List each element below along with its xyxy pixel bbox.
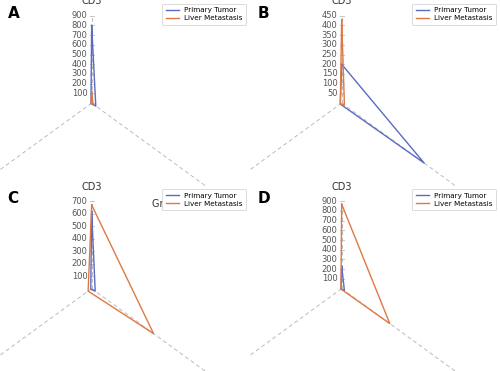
Text: 300: 300 [72,69,88,78]
Text: 600: 600 [72,209,88,218]
Text: 800: 800 [322,206,338,216]
Text: 200: 200 [322,60,338,69]
Text: 200: 200 [72,259,88,268]
Text: B: B [258,6,269,20]
Text: 250: 250 [322,50,338,59]
Text: 700: 700 [72,31,88,40]
Text: 900: 900 [72,11,88,20]
Text: 800: 800 [72,21,88,30]
Text: 500: 500 [72,50,88,59]
Text: 200: 200 [322,265,338,274]
Text: 100: 100 [322,275,338,283]
Text: 300: 300 [322,255,338,264]
Text: 400: 400 [72,234,88,243]
Text: Granzyme B: Granzyme B [152,199,212,209]
Text: 300: 300 [72,247,88,256]
Text: 100: 100 [72,89,88,98]
Text: 700: 700 [322,216,338,225]
Text: 200: 200 [72,79,88,88]
Text: 500: 500 [72,222,88,231]
Text: 500: 500 [322,236,338,244]
Text: 900: 900 [322,197,338,206]
Text: 50: 50 [327,89,338,98]
Text: C: C [8,191,18,206]
Text: 150: 150 [322,69,338,78]
Text: 100: 100 [322,79,338,88]
Legend: Primary Tumor, Liver Metastasis: Primary Tumor, Liver Metastasis [162,189,246,210]
Text: CD3: CD3 [82,0,102,6]
Text: D: D [258,191,270,206]
Text: 100: 100 [72,272,88,280]
Text: 400: 400 [322,21,338,30]
Text: 450: 450 [322,11,338,20]
Text: 350: 350 [322,31,338,40]
Text: 400: 400 [322,245,338,254]
Text: 700: 700 [72,197,88,206]
Text: CD3: CD3 [332,0,352,6]
Text: CD3: CD3 [332,181,352,191]
Text: A: A [8,6,19,20]
Text: CD8: CD8 [472,199,492,209]
Legend: Primary Tumor, Liver Metastasis: Primary Tumor, Liver Metastasis [412,4,496,25]
Legend: Primary Tumor, Liver Metastasis: Primary Tumor, Liver Metastasis [412,189,496,210]
Legend: Primary Tumor, Liver Metastasis: Primary Tumor, Liver Metastasis [162,4,246,25]
Text: 600: 600 [322,226,338,235]
Text: 300: 300 [322,40,338,49]
Text: 400: 400 [72,60,88,69]
Text: CD8: CD8 [222,199,242,209]
Text: 600: 600 [72,40,88,49]
Text: CD3: CD3 [82,181,102,191]
